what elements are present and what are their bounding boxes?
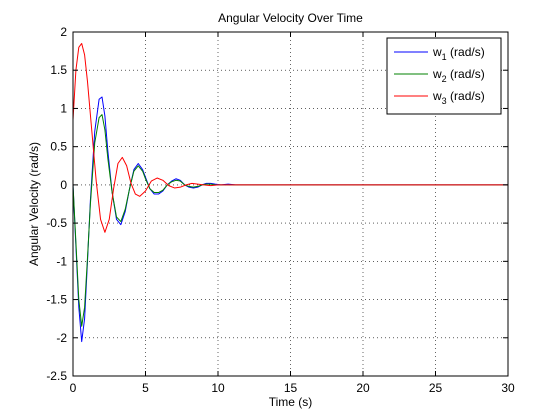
legend-label-w2: w2 (rad/s) <box>432 67 485 84</box>
legend: w1 (rad/s) w2 (rad/s) w3 (rad/s) <box>386 37 502 115</box>
y-tick-label: -2.5 <box>46 369 67 383</box>
x-tick-label: 5 <box>142 381 149 395</box>
tick-layer: 0 5 10 15 20 25 30 -2.5 -2 -1.5 -1 -0.5 0 0.5 1 1.5 2 <box>46 25 515 395</box>
y-axis-label: Angular Velocity (rad/s) <box>27 142 41 266</box>
x-tick-label: 30 <box>501 381 515 395</box>
x-axis-label: Time (s) <box>269 395 313 409</box>
x-tick-label: 0 <box>70 381 77 395</box>
x-tick-label: 20 <box>356 381 370 395</box>
grid-layer <box>73 32 508 376</box>
y-tick-label: -0.5 <box>46 216 67 230</box>
y-tick-label: 0 <box>60 178 67 192</box>
chart-title: Angular Velocity Over Time <box>218 11 363 25</box>
x-tick-label: 10 <box>211 381 225 395</box>
x-tick-label: 25 <box>429 381 443 395</box>
y-tick-label: -1 <box>56 254 67 268</box>
legend-label-w3: w3 (rad/s) <box>432 89 485 106</box>
y-tick-label: -2 <box>56 331 67 345</box>
y-tick-label: 0.5 <box>50 140 67 154</box>
x-tick-label: 15 <box>284 381 298 395</box>
y-tick-label: 1.5 <box>50 63 67 77</box>
series-line-w3 <box>72 42 508 233</box>
series-layer <box>72 42 508 343</box>
legend-label-w1: w1 (rad/s) <box>432 45 485 62</box>
y-tick-label: 1 <box>60 101 67 115</box>
legend-box <box>386 37 502 115</box>
y-tick-label: -1.5 <box>46 293 67 307</box>
y-tick-label: 2 <box>60 25 67 39</box>
series-line-w1 <box>72 96 508 343</box>
